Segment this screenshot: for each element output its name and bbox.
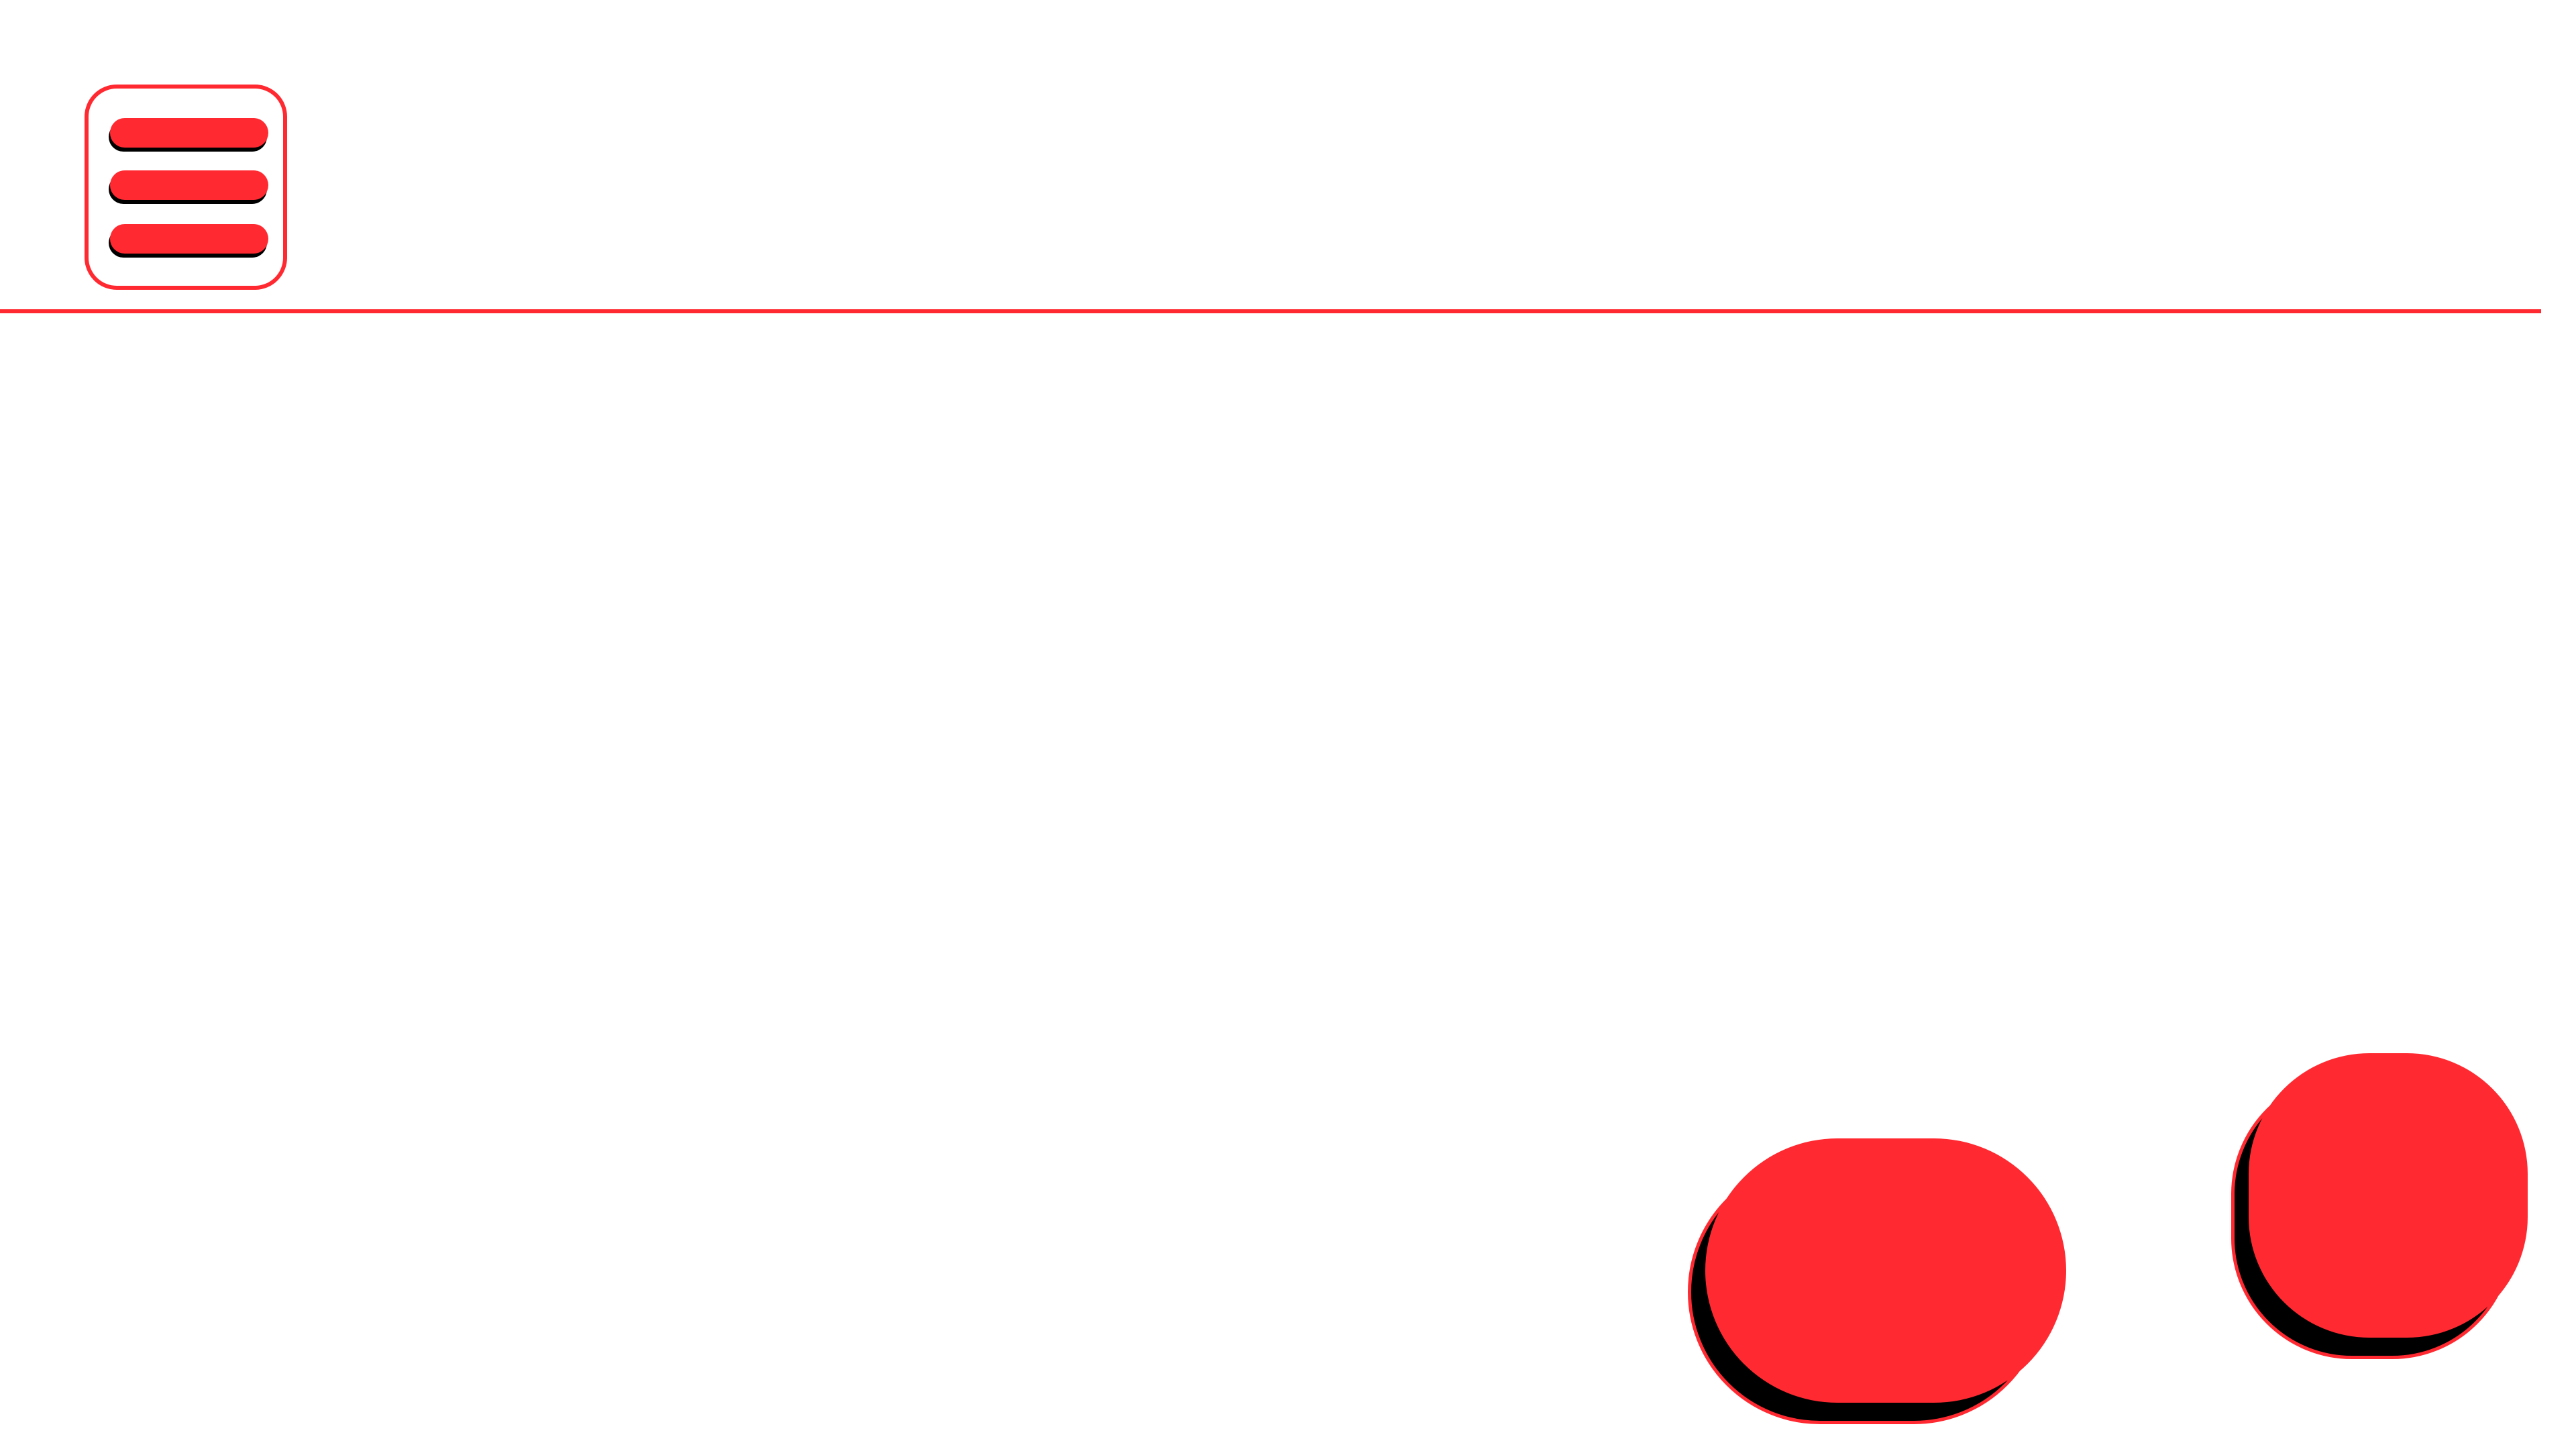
square-red-button-face [2249,1053,2528,1338]
wide-red-button-face [1705,1138,2066,1403]
menu-icon-bar-top [110,118,268,148]
menu-button[interactable] [85,85,287,290]
square-red-button[interactable] [2231,1053,2528,1359]
header-divider [0,309,2541,313]
wide-red-button[interactable] [1688,1138,2066,1424]
menu-icon-bar-middle [110,170,268,200]
menu-icon-bar-bottom [110,224,268,254]
